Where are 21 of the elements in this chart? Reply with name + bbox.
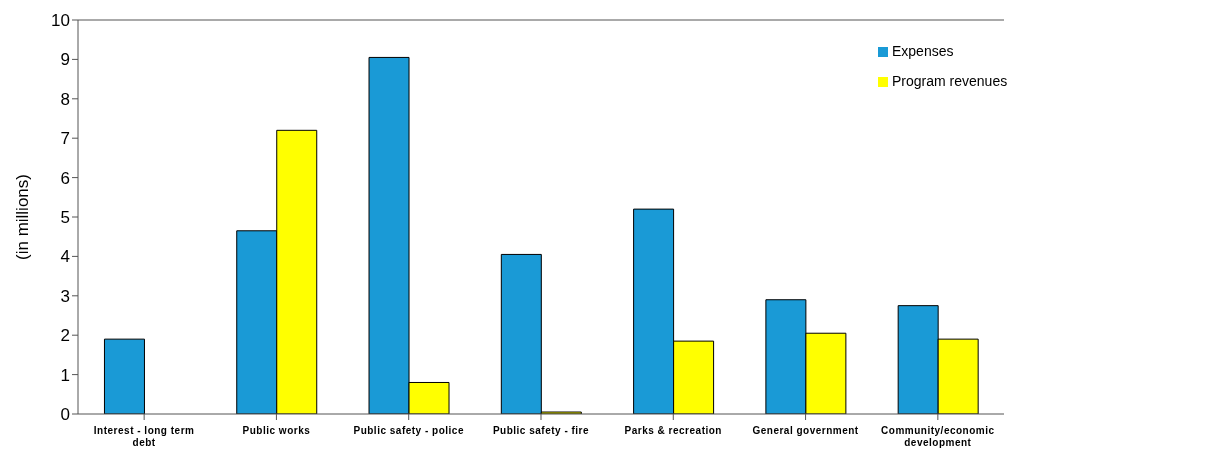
y-tick-label: 8 (60, 89, 70, 109)
y-tick-label: 7 (60, 129, 70, 149)
legend-label: Program revenues (892, 73, 1008, 89)
y-tick-label: 0 (60, 405, 70, 425)
x-tick-label: Public safety - fire (492, 425, 590, 436)
y-tick-label: 4 (60, 247, 70, 267)
x-tick-label: General government (752, 425, 859, 436)
x-tick-label: Interest - long term debt (93, 425, 195, 448)
y-tick-label: 6 (60, 168, 70, 188)
y-axis-title: (in millions) (13, 174, 33, 260)
y-tick-label: 10 (51, 11, 70, 31)
legend-label: Expenses (892, 43, 954, 59)
y-tick-label: 2 (60, 326, 70, 346)
y-tick-label: 1 (60, 365, 70, 385)
x-tick-label: Parks & recreation (624, 425, 722, 436)
x-tick-label: Public safety - police (353, 425, 464, 436)
x-tick-label: Community/economic development (881, 425, 995, 448)
y-tick-label: 3 (60, 286, 70, 306)
y-tick-label: 9 (60, 50, 70, 70)
y-tick-label: 5 (60, 208, 70, 228)
x-tick-label: Public works (242, 425, 311, 436)
